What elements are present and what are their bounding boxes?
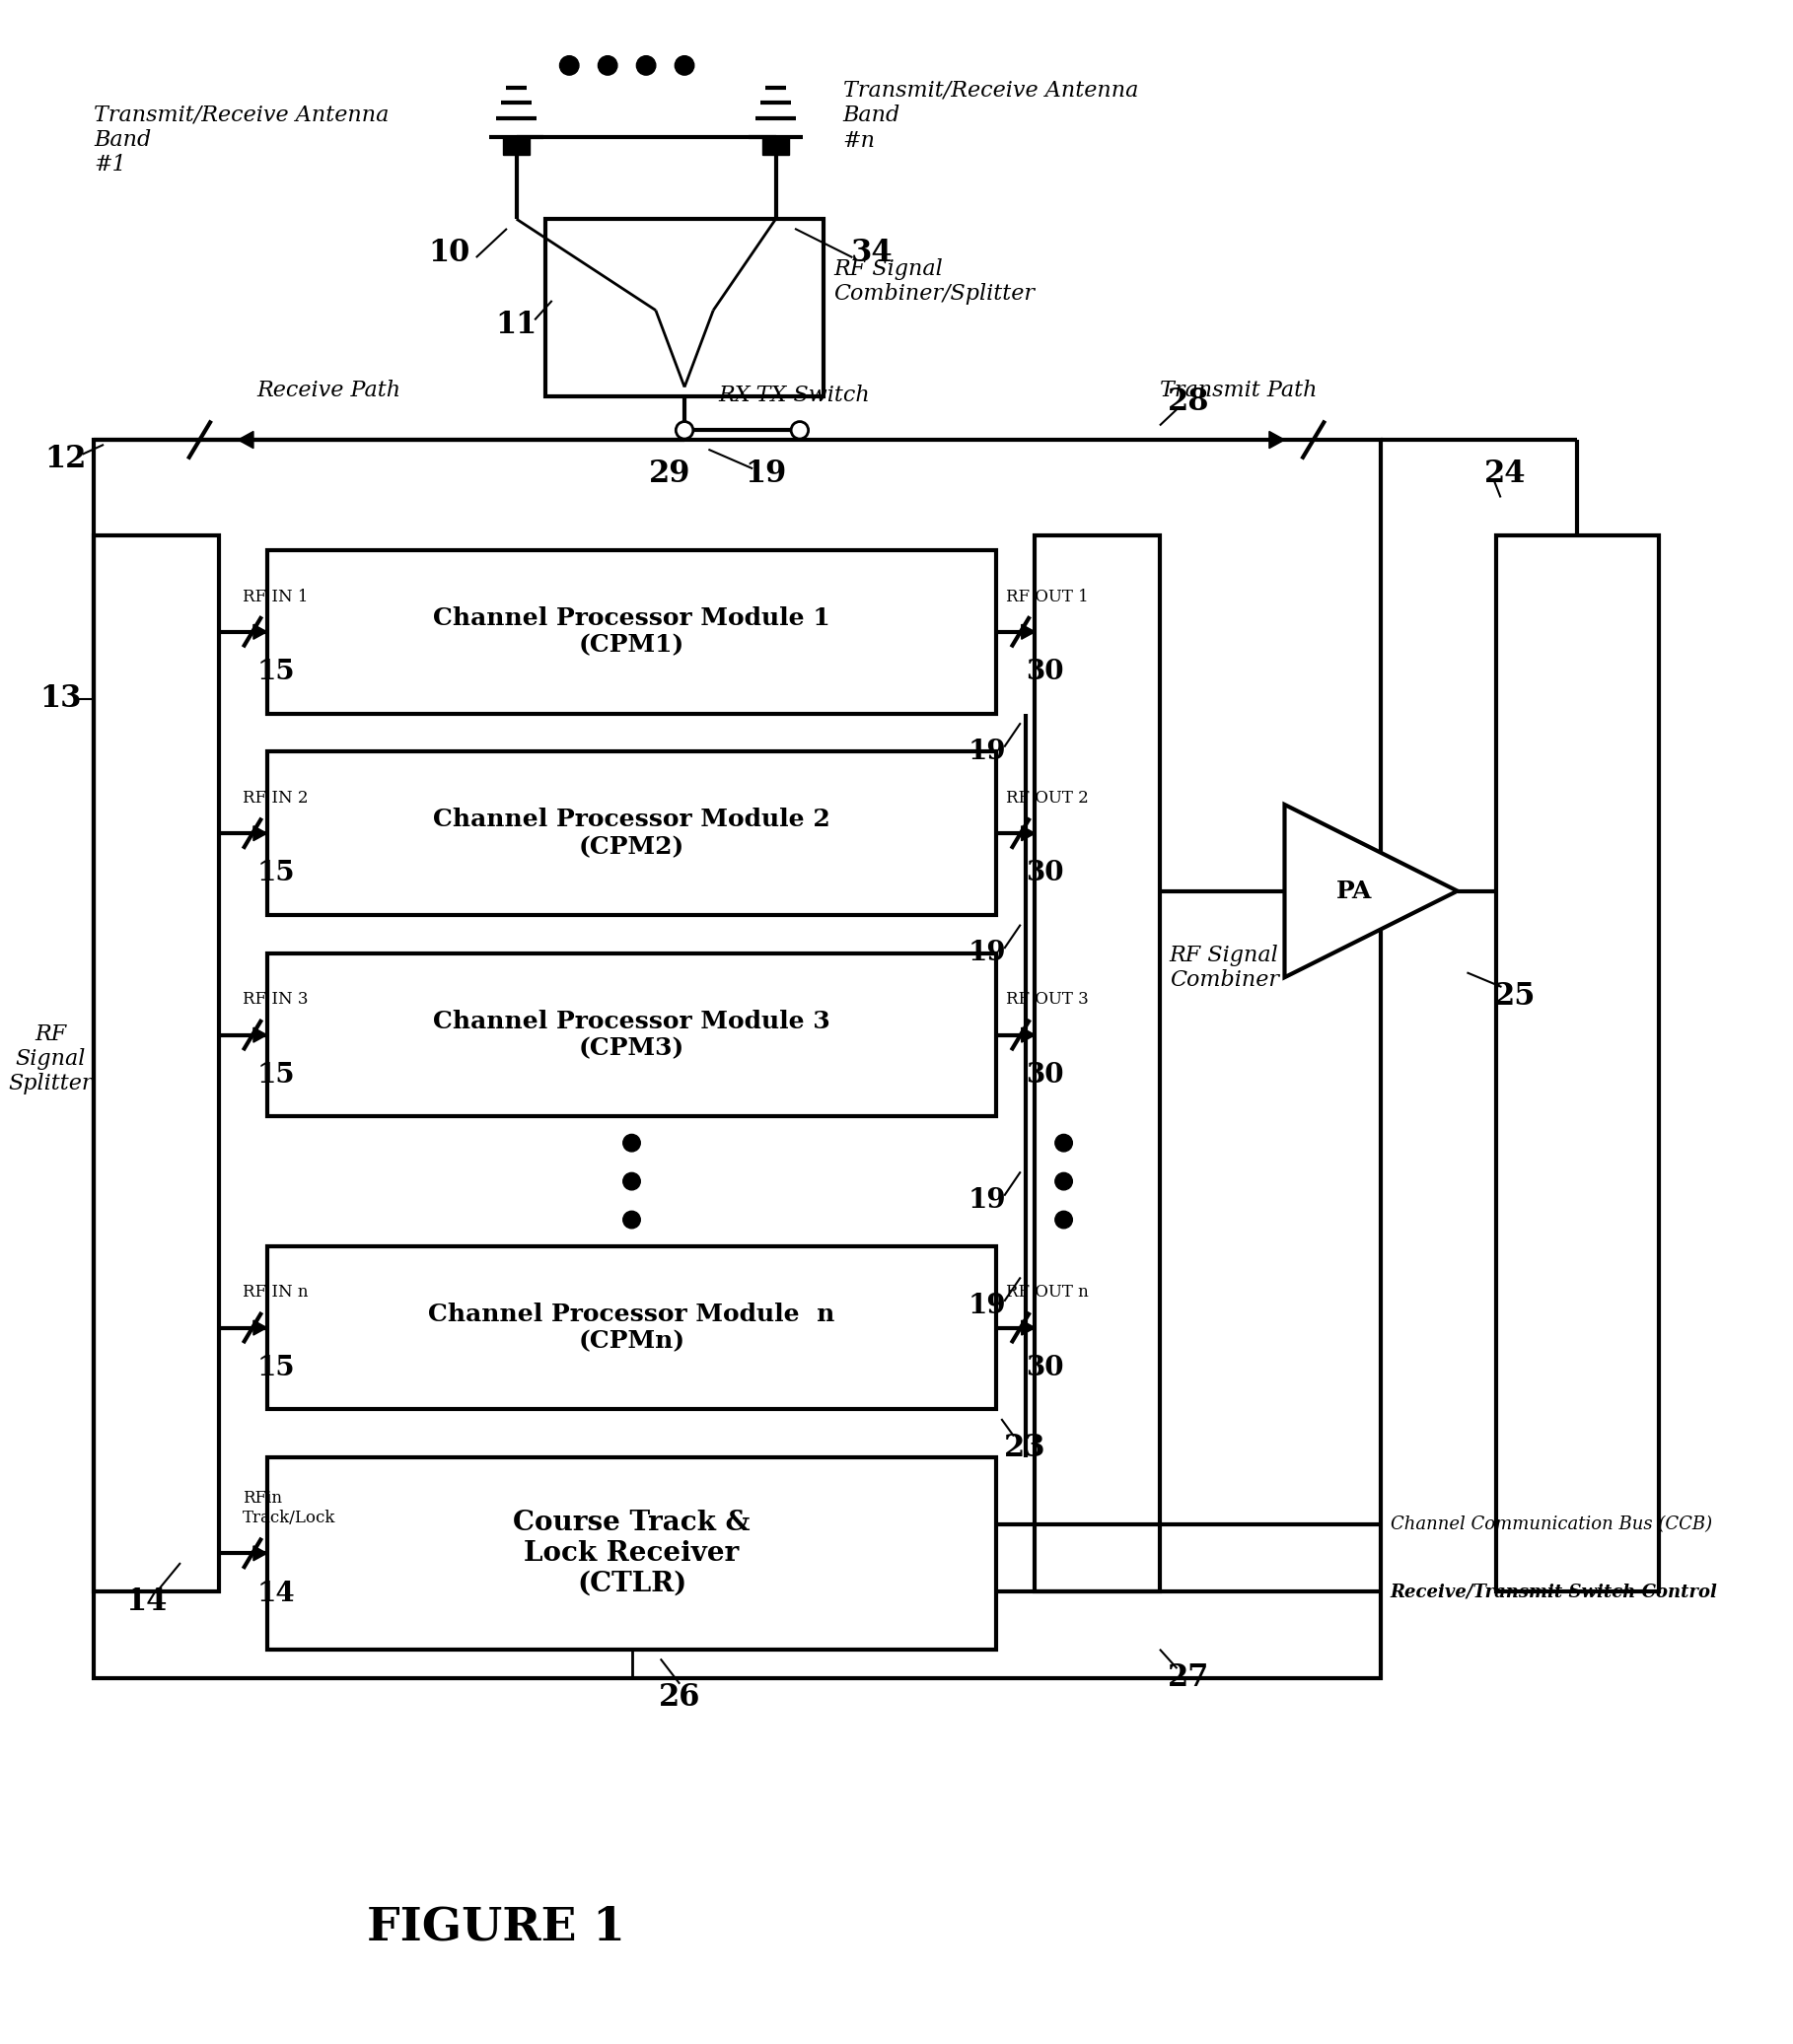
Text: Course Track &
Lock Receiver
(CTLR): Course Track & Lock Receiver (CTLR) (513, 1508, 749, 1596)
Text: 30: 30 (1026, 1061, 1063, 1089)
Text: PA: PA (1336, 879, 1372, 903)
Circle shape (791, 421, 809, 439)
Text: 14: 14 (256, 1580, 296, 1607)
Text: FIGURE 1: FIGURE 1 (368, 1905, 626, 1950)
Text: RF OUT 1: RF OUT 1 (1006, 589, 1088, 605)
Text: RX-TX Switch: RX-TX Switch (719, 384, 870, 407)
Text: RF IN 3: RF IN 3 (242, 991, 308, 1008)
Text: 30: 30 (1026, 658, 1063, 685)
Bar (1495, 536, 1659, 1592)
Bar (545, 219, 823, 397)
Text: 26: 26 (658, 1682, 701, 1713)
Circle shape (622, 1212, 640, 1228)
Bar (504, 137, 531, 155)
Circle shape (559, 55, 579, 76)
Text: 15: 15 (256, 1355, 296, 1382)
Polygon shape (1022, 826, 1035, 840)
Text: RFin
Track/Lock: RFin Track/Lock (242, 1490, 335, 1527)
Polygon shape (1022, 1320, 1035, 1335)
Bar (267, 1247, 997, 1408)
Bar (267, 752, 997, 916)
Polygon shape (238, 431, 253, 448)
Circle shape (622, 1173, 640, 1190)
Text: RF OUT 2: RF OUT 2 (1006, 789, 1088, 807)
Polygon shape (1269, 431, 1284, 448)
Text: Channel Processor Module  n
(CPMn): Channel Processor Module n (CPMn) (429, 1302, 836, 1353)
Polygon shape (1284, 805, 1458, 977)
Text: 34: 34 (850, 237, 893, 268)
Text: 29: 29 (649, 458, 690, 489)
Circle shape (637, 55, 656, 76)
Bar (1035, 536, 1160, 1592)
Polygon shape (253, 826, 267, 840)
Bar (267, 550, 997, 713)
Text: RF IN 1: RF IN 1 (242, 589, 308, 605)
Text: 19: 19 (968, 1188, 1006, 1214)
Circle shape (1054, 1173, 1072, 1190)
Text: Transmit/Receive Antenna
Band
#1: Transmit/Receive Antenna Band #1 (93, 104, 389, 176)
Text: Channel Processor Module 2
(CPM2): Channel Processor Module 2 (CPM2) (434, 807, 830, 858)
Text: 13: 13 (39, 683, 81, 713)
Text: 23: 23 (1004, 1433, 1047, 1464)
Text: 19: 19 (968, 1292, 1006, 1320)
Text: RF
Signal
Splitter: RF Signal Splitter (9, 1024, 93, 1096)
Text: 19: 19 (746, 458, 787, 489)
Text: RF Signal
Combiner/Splitter: RF Signal Combiner/Splitter (834, 258, 1035, 305)
Text: RF IN 2: RF IN 2 (242, 789, 308, 807)
Circle shape (622, 1134, 640, 1151)
Text: 19: 19 (968, 940, 1006, 967)
Text: Transmit/Receive Antenna
Band
#n: Transmit/Receive Antenna Band #n (843, 80, 1139, 151)
Polygon shape (253, 1028, 267, 1042)
Text: 14: 14 (126, 1586, 169, 1617)
Text: 11: 11 (495, 309, 538, 339)
Text: Receive Path: Receive Path (256, 380, 402, 401)
Polygon shape (253, 623, 267, 640)
Text: RF OUT n: RF OUT n (1006, 1284, 1088, 1300)
Text: 15: 15 (256, 861, 296, 887)
Circle shape (1054, 1134, 1072, 1151)
Text: Channel Processor Module 3
(CPM3): Channel Processor Module 3 (CPM3) (434, 1010, 830, 1061)
Text: 19: 19 (968, 738, 1006, 764)
Text: RF IN n: RF IN n (242, 1284, 308, 1300)
Text: 30: 30 (1026, 1355, 1063, 1382)
Text: Receive/Transmit Switch Control: Receive/Transmit Switch Control (1390, 1582, 1718, 1600)
Bar (93, 536, 219, 1592)
Text: 28: 28 (1167, 386, 1210, 417)
Circle shape (674, 55, 694, 76)
Text: 15: 15 (256, 1061, 296, 1089)
Text: Channel Communication Bus (CCB): Channel Communication Bus (CCB) (1390, 1517, 1712, 1533)
Text: 24: 24 (1485, 458, 1526, 489)
Bar (762, 137, 789, 155)
Text: 25: 25 (1494, 981, 1537, 1012)
Circle shape (676, 421, 694, 439)
Text: Transmit Path: Transmit Path (1160, 380, 1318, 401)
Circle shape (599, 55, 617, 76)
Polygon shape (1022, 1028, 1035, 1042)
Text: RF Signal
Combiner: RF Signal Combiner (1169, 944, 1278, 991)
Text: 12: 12 (45, 444, 86, 474)
Text: 27: 27 (1167, 1664, 1210, 1692)
Polygon shape (253, 1320, 267, 1335)
Text: Channel Processor Module 1
(CPM1): Channel Processor Module 1 (CPM1) (434, 607, 830, 658)
Bar (93, 439, 1381, 1678)
Text: 15: 15 (256, 658, 296, 685)
Text: 10: 10 (429, 237, 470, 268)
Bar (267, 953, 997, 1116)
Text: RF OUT 3: RF OUT 3 (1006, 991, 1088, 1008)
Polygon shape (253, 1545, 267, 1562)
Circle shape (1054, 1212, 1072, 1228)
Polygon shape (1022, 623, 1035, 640)
Text: 30: 30 (1026, 861, 1063, 887)
Bar (267, 1457, 997, 1650)
